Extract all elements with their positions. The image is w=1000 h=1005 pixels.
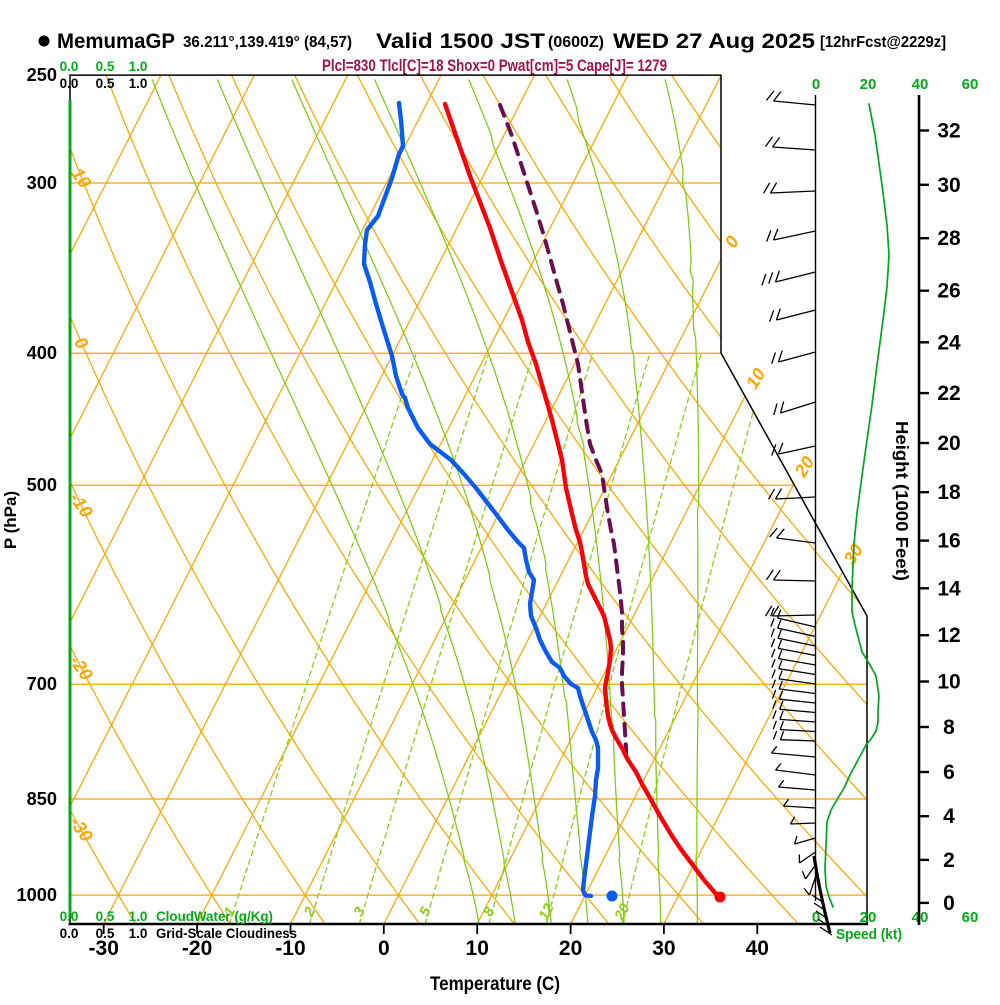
svg-text:40: 40 (912, 76, 929, 93)
svg-text:28: 28 (937, 227, 961, 250)
svg-text:500: 500 (27, 475, 57, 495)
svg-text:300: 300 (27, 173, 57, 193)
svg-text:32: 32 (937, 120, 960, 143)
svg-text:20: 20 (559, 937, 582, 960)
svg-text:10: 10 (937, 671, 960, 694)
svg-text:400: 400 (27, 343, 57, 363)
svg-text:0.0: 0.0 (60, 76, 79, 91)
svg-text:20: 20 (860, 909, 877, 926)
svg-text:Plcl=830 Tlcl[C]=18 Shox=0 Pwa: Plcl=830 Tlcl[C]=18 Shox=0 Pwat[cm]=5 Ca… (322, 57, 667, 75)
svg-text:CloudWater (g/Kg): CloudWater (g/Kg) (156, 909, 273, 924)
svg-text:0: 0 (812, 76, 820, 93)
svg-text:WED 27 Aug 2025: WED 27 Aug 2025 (613, 29, 815, 53)
svg-text:22: 22 (937, 382, 960, 405)
svg-text:16: 16 (937, 530, 960, 553)
svg-text:P (hPa): P (hPa) (1, 491, 20, 549)
svg-text:20: 20 (937, 432, 960, 455)
svg-text:850: 850 (27, 789, 57, 809)
svg-text:Valid 1500 JST: Valid 1500 JST (376, 29, 545, 53)
svg-text:1.0: 1.0 (129, 76, 148, 91)
svg-text:30: 30 (937, 174, 960, 197)
svg-text:Height (1000 Feet): Height (1000 Feet) (892, 421, 912, 581)
svg-text:Grid-Scale Cloudiness: Grid-Scale Cloudiness (156, 926, 297, 941)
svg-text:12: 12 (937, 624, 960, 647)
svg-text:0: 0 (378, 937, 390, 960)
svg-text:10: 10 (466, 937, 489, 960)
svg-text:[12hrFcst@2229z]: [12hrFcst@2229z] (820, 34, 946, 51)
svg-text:0: 0 (943, 892, 955, 915)
svg-text:0.0: 0.0 (60, 926, 79, 941)
svg-text:Speed (kt): Speed (kt) (836, 926, 902, 943)
svg-text:1.0: 1.0 (129, 59, 148, 74)
svg-text:2: 2 (943, 849, 955, 872)
svg-text:0.5: 0.5 (96, 76, 115, 91)
svg-text:30: 30 (652, 937, 675, 960)
svg-text:6: 6 (943, 761, 955, 784)
svg-text:8: 8 (943, 716, 955, 739)
svg-text:(0600Z): (0600Z) (548, 34, 604, 51)
svg-text:36.211°,139.419° (84,57): 36.211°,139.419° (84,57) (183, 34, 352, 51)
svg-text:18: 18 (937, 481, 961, 504)
svg-text:14: 14 (937, 577, 961, 600)
svg-text:24: 24 (937, 331, 961, 354)
svg-text:0.5: 0.5 (96, 926, 115, 941)
svg-text:20: 20 (860, 76, 877, 93)
svg-text:700: 700 (27, 674, 57, 694)
svg-text:1000: 1000 (17, 885, 57, 905)
svg-text:26: 26 (937, 280, 960, 303)
svg-text:1.0: 1.0 (129, 926, 148, 941)
svg-text:250: 250 (27, 65, 57, 85)
svg-text:MemumaGP: MemumaGP (57, 29, 175, 53)
svg-text:1.0: 1.0 (129, 909, 148, 924)
svg-text:Temperature (C): Temperature (C) (430, 973, 560, 995)
svg-text:60: 60 (962, 76, 979, 93)
svg-text:0.5: 0.5 (96, 59, 115, 74)
svg-text:60: 60 (962, 909, 979, 926)
svg-text:0.5: 0.5 (96, 909, 115, 924)
svg-text:40: 40 (746, 937, 769, 960)
svg-text:0.0: 0.0 (60, 59, 79, 74)
svg-text:4: 4 (943, 805, 955, 828)
